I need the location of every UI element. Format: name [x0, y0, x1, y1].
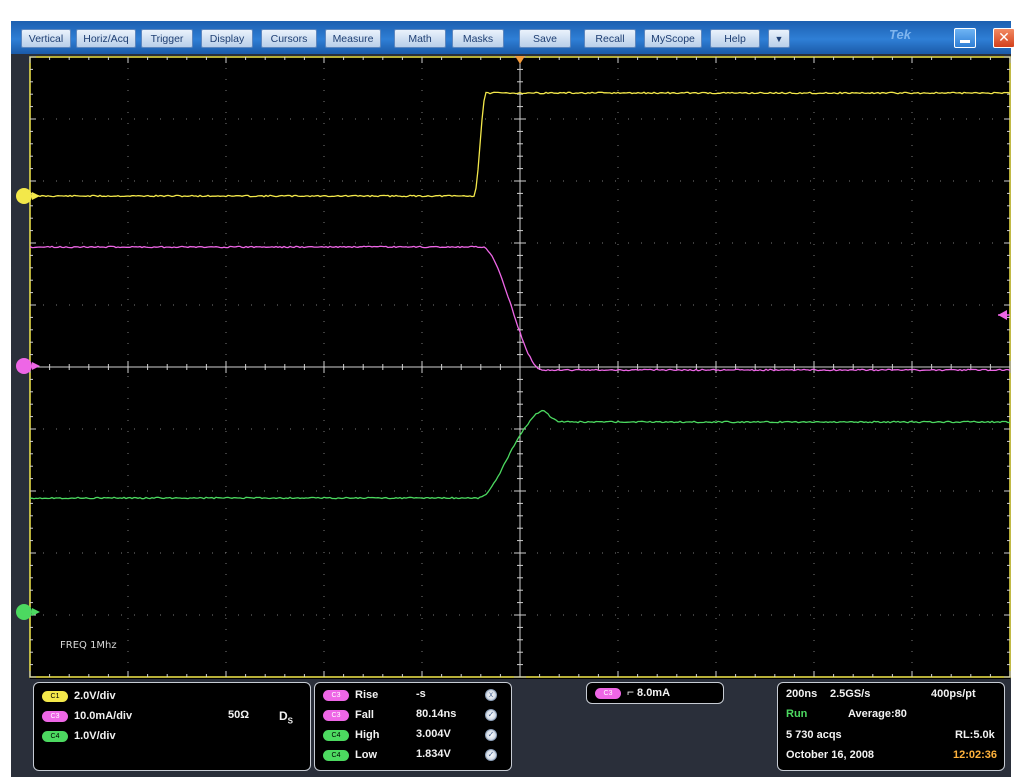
ch4-scale: 1.0V/div	[74, 730, 116, 742]
menu-horiz-acq[interactable]: Horiz/Acq	[76, 29, 136, 48]
menu-masks[interactable]: Masks	[452, 29, 504, 48]
ch1-badge: C1	[42, 690, 68, 702]
measure-fall-row[interactable]: C3 Fall	[323, 707, 374, 724]
trigger-badge: C3	[595, 687, 621, 699]
low-badge: C4	[323, 749, 349, 761]
minimize-button[interactable]	[954, 28, 976, 48]
trigger-level: 8.0mA	[637, 687, 671, 699]
fall-badge: C3	[323, 709, 349, 721]
menu-dropdown-button[interactable]: ▼	[768, 29, 790, 48]
channel-markers	[16, 56, 1010, 620]
ch3-ground-marker-icon	[16, 358, 40, 374]
ch4-ground-marker-icon	[16, 604, 40, 620]
ds-indicator: DS	[279, 709, 293, 725]
ds-subscript: S	[287, 716, 294, 726]
menu-bar: Vertical Horiz/Acq Trigger Display Curso…	[11, 21, 1015, 54]
termination-value: 50Ω	[228, 709, 250, 721]
rise-info-icon[interactable]: x	[485, 689, 497, 701]
low-value: 1.834V	[416, 748, 451, 760]
high-info-icon[interactable]: ✓	[485, 729, 497, 741]
menu-recall[interactable]: Recall	[584, 29, 636, 48]
time: 12:02:36	[953, 749, 998, 761]
rise-value: -s	[416, 688, 426, 700]
falling-edge-icon: ⌐	[627, 685, 635, 699]
time-resolution: 400ps/pt	[931, 688, 976, 700]
ch1-scale: 2.0V/div	[74, 690, 116, 702]
trace-vdrain	[29, 409, 1011, 500]
menu-help[interactable]: Help	[710, 29, 760, 48]
menu-trigger[interactable]: Trigger	[141, 29, 193, 48]
timebase: 200ns	[786, 688, 818, 700]
trace-iled	[29, 245, 1011, 372]
measurements-panel[interactable]: C3 Rise -s x C3 Fall 80.14ns ✓ C4 High 3.00…	[314, 682, 512, 771]
fall-label: Fall	[355, 709, 374, 721]
trace-label-vdrain: Vdrain	[440, 455, 473, 466]
menu-cursors[interactable]: Cursors	[261, 29, 317, 48]
acquisition-panel[interactable]: 200ns 2.5GS/s 400ps/pt Run Average:80 5 …	[777, 682, 1005, 771]
tek-logo: Tek	[889, 27, 911, 42]
ds-main: D	[279, 709, 288, 723]
low-info-icon[interactable]: ✓	[485, 749, 497, 761]
menu-display[interactable]: Display	[201, 29, 253, 48]
menu-myscope[interactable]: MyScope	[644, 29, 702, 48]
ch4-badge: C4	[42, 730, 68, 742]
ch3-badge: C3	[42, 710, 68, 722]
menu-save[interactable]: Save	[519, 29, 571, 48]
high-label: High	[355, 729, 380, 741]
graticule-grid	[29, 56, 1011, 678]
high-value: 3.004V	[416, 728, 451, 740]
menu-math[interactable]: Math	[394, 29, 446, 48]
menu-measure[interactable]: Measure	[325, 29, 381, 48]
acquisition-count: 5 730 acqs	[786, 729, 842, 741]
ch3-scale: 10.0mA/div	[74, 710, 133, 722]
trace-oe	[29, 91, 1011, 198]
channel-scale-panel[interactable]: C1 2.0V/div C3 10.0mA/div 50Ω DS C4 1.0V/di…	[33, 682, 311, 771]
fall-info-icon[interactable]: ✓	[485, 709, 497, 721]
sample-rate: 2.5GS/s	[830, 688, 871, 700]
date: October 16, 2008	[786, 749, 875, 761]
trigger-row[interactable]: C3 ⌐ 8.0mA	[595, 684, 670, 701]
ch1-scale-row[interactable]: C1 2.0V/div	[42, 688, 116, 705]
menu-vertical[interactable]: Vertical	[21, 29, 71, 48]
rise-label: Rise	[355, 689, 379, 701]
measure-high-row[interactable]: C4 High	[323, 727, 379, 744]
status-bar: C1 2.0V/div C3 10.0mA/div 50Ω DS C4 1.0V/di…	[11, 679, 1011, 777]
trigger-position-icon	[515, 56, 525, 64]
high-badge: C4	[323, 729, 349, 741]
run-state: Run	[786, 708, 808, 720]
fall-value: 80.14ns	[416, 708, 457, 720]
record-length: RL:5.0k	[955, 729, 995, 741]
trigger-panel[interactable]: C3 ⌐ 8.0mA	[586, 682, 724, 704]
frequency-label: FREQ 1Mhz	[60, 640, 117, 651]
close-icon: ✕	[998, 29, 1010, 45]
measure-rise-row[interactable]: C3 Rise	[323, 687, 378, 704]
ch4-scale-row[interactable]: C4 1.0V/div	[42, 728, 116, 745]
trace-label-oe: OE	[436, 108, 451, 119]
rise-badge: C3	[323, 689, 349, 701]
ch3-scale-row[interactable]: C3 10.0mA/div	[42, 708, 132, 725]
trace-label-iled: ILED	[467, 281, 490, 292]
waveform-traces	[29, 91, 1011, 500]
low-label: Low	[355, 749, 377, 761]
ch1-ground-marker-icon	[16, 188, 40, 204]
triangle-down-icon: ▼	[774, 34, 784, 44]
measure-low-row[interactable]: C4 Low	[323, 747, 377, 764]
acq-mode: Average:80	[848, 708, 907, 720]
